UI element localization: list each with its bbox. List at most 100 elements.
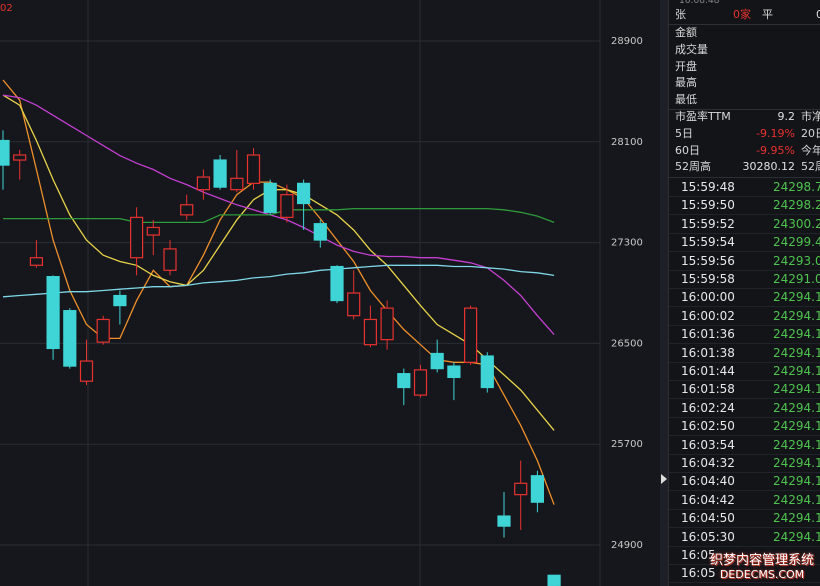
- y-tick-label: 28900: [611, 36, 643, 47]
- watermark-line: 织梦内容管理系统: [709, 553, 814, 568]
- row-line: [669, 380, 820, 381]
- tick-time: 16:04:42: [681, 492, 735, 507]
- candle-body: [313, 223, 327, 241]
- tick-price: 24294.17: [773, 456, 820, 470]
- watermark-line: DEDECMS.COM: [719, 568, 805, 581]
- candle-body: [213, 159, 227, 188]
- candle-body: [29, 257, 43, 266]
- moving-average: [2, 94, 555, 336]
- tick-price: 24300.21: [773, 216, 820, 231]
- tick-price: 24294.17: [773, 345, 820, 360]
- row-line: [669, 527, 820, 529]
- candle-body: [413, 369, 428, 396]
- row-line: [669, 232, 820, 234]
- tick-price: 24294.17: [773, 400, 820, 415]
- tick-time: 16:05: [681, 548, 716, 562]
- scroll-strip: [660, 0, 668, 586]
- tick-time: 16:02:50: [681, 419, 735, 434]
- field-label: 金额: [675, 26, 697, 39]
- candle-body: [196, 176, 210, 191]
- row-line: [669, 582, 820, 584]
- row-line: [669, 453, 820, 455]
- tick-time: 16:04:40: [681, 474, 735, 489]
- y-tick-label: 25700: [611, 439, 643, 450]
- candle-body: [397, 373, 411, 389]
- row-line: [669, 398, 820, 400]
- candle-body: [363, 318, 377, 346]
- row-line: [669, 251, 820, 253]
- tick-time: 16:05: [681, 566, 716, 581]
- y-tick-label: 28100: [611, 137, 643, 148]
- tick-price: 24299.47: [773, 235, 820, 250]
- row-line: [669, 343, 820, 345]
- separator: [669, 109, 820, 110]
- candle-body: [130, 216, 144, 259]
- header-cell: 0家: [733, 8, 751, 21]
- stat-value: -9.95%: [756, 143, 795, 157]
- row-line: [669, 490, 820, 492]
- row-line: [669, 564, 820, 565]
- candle-body: [347, 292, 361, 317]
- candle-body: [96, 318, 110, 343]
- tick-price: 24298.72: [773, 180, 820, 194]
- candle-body: [297, 182, 311, 205]
- y-tick-label: 24900: [611, 540, 643, 551]
- header-cell: 平: [762, 8, 773, 21]
- tick-time: 16:00:00: [681, 290, 735, 305]
- stat-label: 52周: [801, 160, 820, 174]
- candle-body: [464, 307, 478, 363]
- field-label: 开盘: [675, 59, 697, 73]
- tick-price: 24294.17: [773, 382, 820, 397]
- candle-body: [180, 204, 194, 216]
- candle-body: [113, 294, 127, 307]
- clock: 16:08:48: [679, 0, 720, 6]
- tick-price: 24294.17: [773, 308, 820, 323]
- tick-time: 16:03:54: [681, 437, 735, 452]
- tick-time: 16:00:02: [681, 308, 735, 323]
- candle-body: [330, 265, 344, 302]
- tick-price: 24294.17: [773, 364, 820, 378]
- tick-time: 16:05:30: [681, 529, 735, 544]
- candle-body: [79, 360, 94, 382]
- row-line: [669, 269, 820, 271]
- row-line: [669, 361, 820, 363]
- stat-label: 今年: [801, 143, 820, 157]
- row-line: [669, 508, 820, 510]
- moving-average: [2, 94, 555, 431]
- corner-label: 02: [0, 3, 13, 14]
- tick-time: 16:04:32: [681, 456, 735, 470]
- tick-time: 15:59:58: [681, 272, 735, 286]
- separator: [669, 24, 820, 25]
- row-line: [669, 196, 820, 197]
- tick-price: 24294.17: [773, 492, 820, 507]
- tick-time: 15:59:56: [681, 253, 735, 268]
- candle-body: [46, 276, 60, 350]
- candle-body: [163, 248, 177, 271]
- row-line: [669, 435, 820, 437]
- candle-body: [547, 574, 561, 586]
- moving-average: [2, 264, 555, 298]
- field-label: 最低: [675, 93, 697, 107]
- candle-body: [0, 139, 10, 166]
- expand-arrow[interactable]: [661, 474, 667, 484]
- stat-label: 5日: [675, 126, 693, 140]
- row-line: [669, 288, 820, 289]
- tick-price: 24294.17: [773, 419, 820, 434]
- candle-body: [63, 310, 77, 367]
- tick-price: 24298.25: [773, 198, 820, 213]
- stat-value: 9.2: [777, 110, 796, 123]
- tick-price: 24294.17: [773, 529, 820, 544]
- tick-price: 24293.09: [773, 253, 820, 268]
- candle-body: [230, 177, 244, 191]
- stat-label: 市盈率TTM: [675, 110, 731, 123]
- candle-body: [280, 194, 294, 218]
- tick-price: 24291.04: [773, 272, 820, 286]
- candle-body: [263, 182, 277, 213]
- row-line: [669, 324, 820, 326]
- tick-time: 16:04:50: [681, 511, 735, 526]
- candle-body: [447, 365, 461, 379]
- watermark: 织梦内容管理系统 DEDECMS.COM: [710, 554, 814, 582]
- candle-body: [530, 475, 545, 503]
- y-tick-label: 27300: [611, 238, 643, 249]
